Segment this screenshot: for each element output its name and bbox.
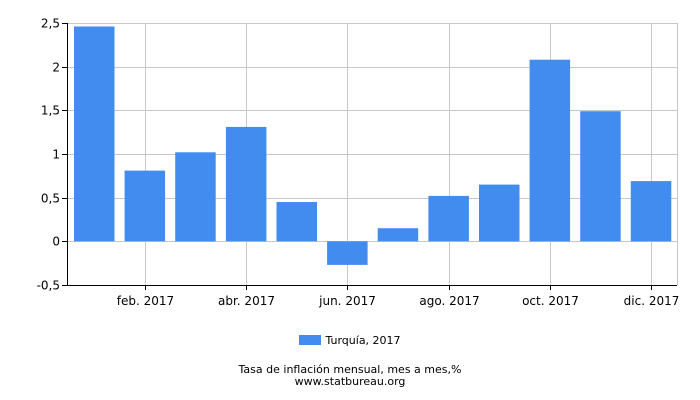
y-tick-label: 0	[52, 235, 60, 249]
x-tick-labels: feb. 2017 abr. 2017 jun. 2017 ago. 2017 oct.…	[117, 294, 680, 308]
bar-jun-2017	[327, 241, 368, 265]
bars	[74, 26, 672, 265]
bar-may-2017	[276, 202, 317, 242]
bar-sep-2017	[479, 184, 520, 242]
bar-nov-2017	[580, 111, 621, 242]
y-tick-label: -0,5	[37, 279, 60, 293]
bar-feb-2017	[124, 170, 166, 242]
bar-chart: -0,5 0 0,5 1 1,5 2 2,5 feb. 2017 abr. 2017 jun. …	[37, 17, 680, 309]
bar-dic-2017	[630, 181, 672, 242]
legend-swatch	[299, 335, 322, 345]
y-tick-label: 0,5	[41, 192, 60, 206]
bar-oct-2017	[529, 59, 571, 242]
bar-ago-2017	[428, 195, 469, 242]
y-tick-label: 2	[52, 61, 60, 75]
x-tick-label: dic. 2017	[624, 294, 680, 308]
caption-title: Tasa de inflación mensual, mes a mes,%	[238, 363, 462, 376]
y-tick-label: 2,5	[41, 17, 60, 31]
y-tick-label: 1	[52, 148, 60, 162]
legend-label: Turquía, 2017	[325, 334, 401, 347]
x-tick-label: ago. 2017	[419, 294, 479, 308]
axes	[62, 23, 677, 290]
x-tick-label: feb. 2017	[117, 294, 174, 308]
x-tick-label: abr. 2017	[218, 294, 275, 308]
bar-mar-2017	[175, 152, 216, 242]
legend: Turquía, 2017	[0, 334, 700, 347]
bar-jul-2017	[377, 228, 419, 242]
x-tick-label: oct. 2017	[522, 294, 579, 308]
y-tick-label: 1,5	[41, 104, 60, 118]
bar-ene-2017	[74, 26, 115, 242]
bar-abr-2017	[225, 126, 267, 242]
chart-caption: Tasa de inflación mensual, mes a mes,% w…	[0, 364, 700, 388]
caption-source: www.statbureau.org	[294, 375, 406, 388]
x-tick-label: jun. 2017	[318, 294, 376, 308]
y-tick-labels: -0,5 0 0,5 1 1,5 2 2,5	[37, 17, 60, 293]
